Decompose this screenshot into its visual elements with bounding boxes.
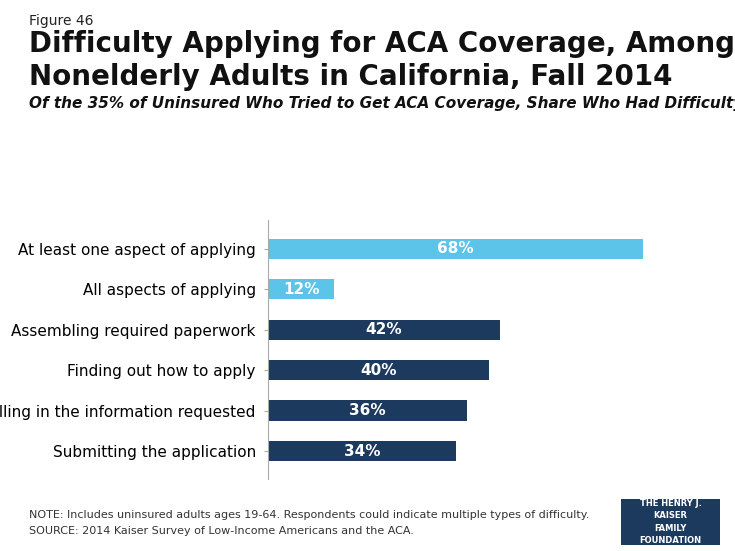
Text: Of the 35% of Uninsured Who Tried to Get ACA Coverage, Share Who Had Difficulty:: Of the 35% of Uninsured Who Tried to Get… [29, 96, 735, 111]
Bar [268, 239, 643, 259]
Bar [268, 360, 489, 380]
Text: Difficulty Applying for ACA Coverage, Among Uninsured: Difficulty Applying for ACA Coverage, Am… [29, 30, 735, 58]
Text: 68%: 68% [437, 241, 474, 256]
Text: Figure 46: Figure 46 [29, 14, 94, 28]
Bar [268, 441, 456, 461]
Bar [268, 401, 467, 421]
Text: 40%: 40% [360, 363, 397, 377]
Text: 36%: 36% [349, 403, 386, 418]
Text: NOTE: Includes uninsured adults ages 19-64. Respondents could indicate multiple : NOTE: Includes uninsured adults ages 19-… [29, 510, 589, 520]
Text: SOURCE: 2014 Kaiser Survey of Low-Income Americans and the ACA.: SOURCE: 2014 Kaiser Survey of Low-Income… [29, 526, 415, 536]
Text: 12%: 12% [283, 282, 320, 296]
Bar [268, 279, 334, 299]
Text: 42%: 42% [366, 322, 402, 337]
Text: THE HENRY J.
KAISER
FAMILY
FOUNDATION: THE HENRY J. KAISER FAMILY FOUNDATION [639, 499, 702, 545]
Text: Nonelderly Adults in California, Fall 2014: Nonelderly Adults in California, Fall 20… [29, 63, 673, 91]
Text: 34%: 34% [344, 444, 380, 458]
Bar [268, 320, 500, 340]
